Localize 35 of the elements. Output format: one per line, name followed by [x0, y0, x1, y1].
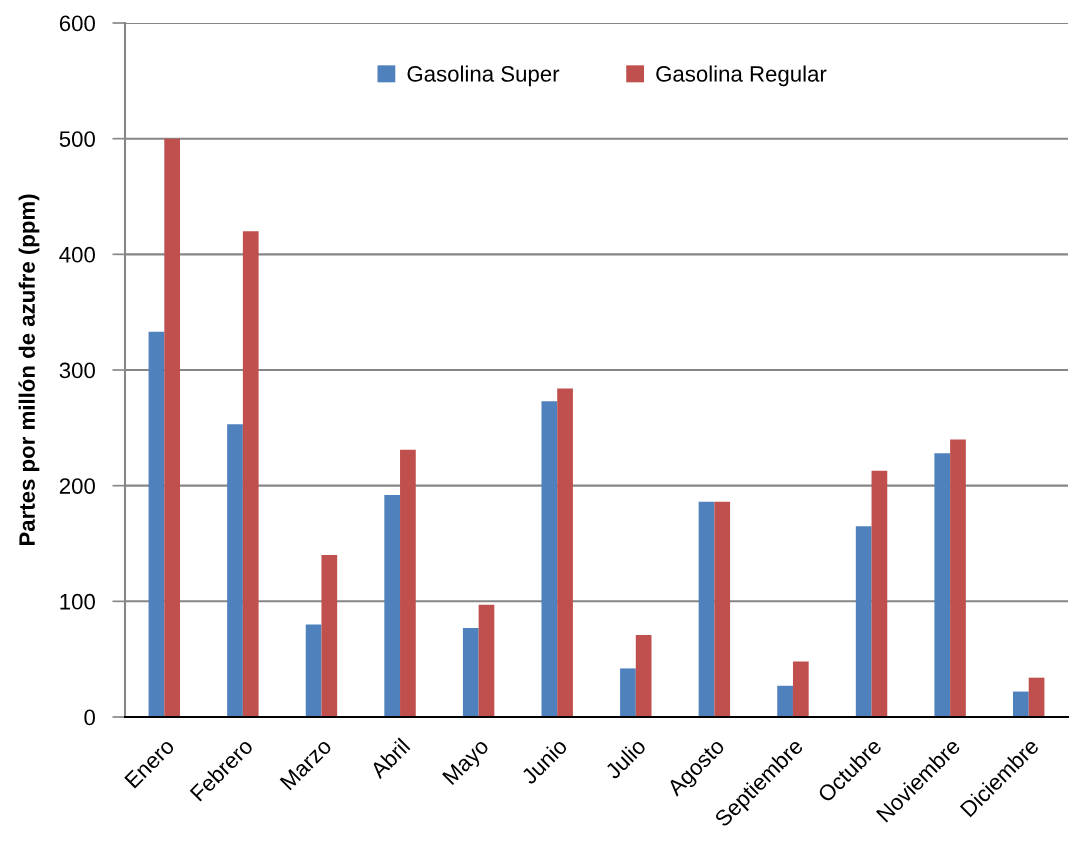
y-tick-label: 100 [60, 593, 95, 610]
y-tick-label: 300 [59, 362, 95, 379]
bar [871, 470, 888, 717]
bar [950, 439, 966, 717]
legend-label: Gasolina Regular [656, 65, 827, 87]
bar [557, 388, 573, 717]
bar [148, 331, 165, 717]
bar [305, 624, 322, 717]
bar [620, 668, 636, 717]
bar [635, 634, 652, 717]
bar [462, 627, 479, 717]
bar [227, 424, 243, 717]
x-tick-label: Julio [603, 737, 647, 781]
bar [242, 231, 259, 717]
y-axis-title: Partes por millón de azufre (ppm) [18, 194, 40, 546]
bar [1028, 677, 1045, 717]
bar [777, 685, 793, 717]
y-tick-label: 0 [84, 709, 95, 726]
y-tick-label: 200 [59, 478, 95, 494]
bar [478, 604, 495, 717]
bar [321, 555, 338, 717]
legend-label: Gasolina Super [407, 65, 560, 87]
y-tick-label: 600 [59, 15, 95, 32]
bar [698, 501, 715, 717]
bar [1012, 691, 1029, 717]
bar [714, 501, 731, 717]
bar [164, 138, 181, 717]
bar [384, 494, 401, 717]
bar [541, 401, 558, 717]
bar [855, 526, 872, 717]
y-tick-label: 400 [59, 246, 95, 263]
bar [400, 449, 416, 717]
bar [934, 453, 951, 717]
bar [792, 661, 809, 717]
y-tick-label: 500 [59, 131, 95, 147]
